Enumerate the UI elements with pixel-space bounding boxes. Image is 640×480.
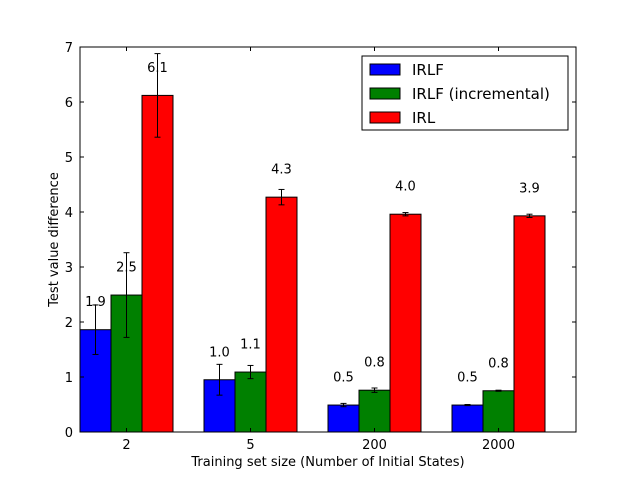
data-label: 0.8 [488, 356, 509, 371]
y-tick-label: 5 [65, 151, 73, 166]
bar-3-5 [265, 196, 298, 433]
data-label: 0.5 [457, 371, 478, 386]
y-tick-label: 3 [65, 261, 73, 276]
data-label: 3.9 [519, 181, 540, 196]
legend-label: IRLF [412, 61, 444, 79]
data-label: 1.9 [85, 295, 106, 310]
y-axis-label: Test value difference [47, 172, 62, 308]
bar-3-200 [389, 213, 422, 433]
data-label: 4.3 [271, 163, 292, 178]
legend: IRLF IRLF (incremental) IRL [361, 55, 569, 131]
x-tick-label: 2 [122, 438, 130, 453]
legend-swatch [369, 63, 401, 76]
legend-label: IRL [412, 109, 436, 127]
legend-swatch [369, 111, 401, 124]
x-tick-label: 5 [246, 438, 254, 453]
plot-area: 1.9 1.0 0.5 0.5 2.5 1.1 0.8 0.8 6.1 4.3 4.0 3.9 [79, 53, 546, 433]
bar-2-200 [358, 389, 391, 433]
y-tick-label: 1 [65, 371, 73, 386]
data-label: 4.0 [395, 180, 416, 195]
data-label: 0.8 [364, 356, 385, 371]
data-label: 1.1 [240, 338, 261, 353]
y-tick-label: 2 [65, 316, 73, 331]
data-label: 6.1 [147, 61, 168, 76]
legend-label: IRLF (incremental) [412, 85, 550, 103]
legend-swatch [369, 87, 401, 100]
y-tick-label: 7 [65, 41, 73, 56]
x-axis-label: Training set size (Number of Initial Sta… [190, 455, 464, 470]
x-tick-label: 2000 [482, 438, 515, 453]
data-label: 1.0 [209, 345, 230, 360]
x-tick-label: 200 [362, 438, 387, 453]
data-label: 2.5 [116, 261, 137, 276]
bar-2-5 [234, 371, 267, 433]
y-tick-label: 0 [65, 426, 73, 441]
y-tick-label: 4 [65, 206, 73, 221]
axis-ticks: 0 1 2 3 4 5 6 7 2 5 200 2000 [65, 41, 576, 453]
bar-3-2 [141, 94, 174, 433]
bar-3-2000 [513, 215, 546, 433]
bar-2-2000 [482, 390, 515, 433]
bar-1-200 [327, 404, 360, 433]
data-label: 0.5 [333, 371, 354, 386]
bar-1-2000 [451, 404, 484, 433]
y-tick-label: 6 [65, 96, 73, 111]
axes-frame [79, 46, 577, 433]
